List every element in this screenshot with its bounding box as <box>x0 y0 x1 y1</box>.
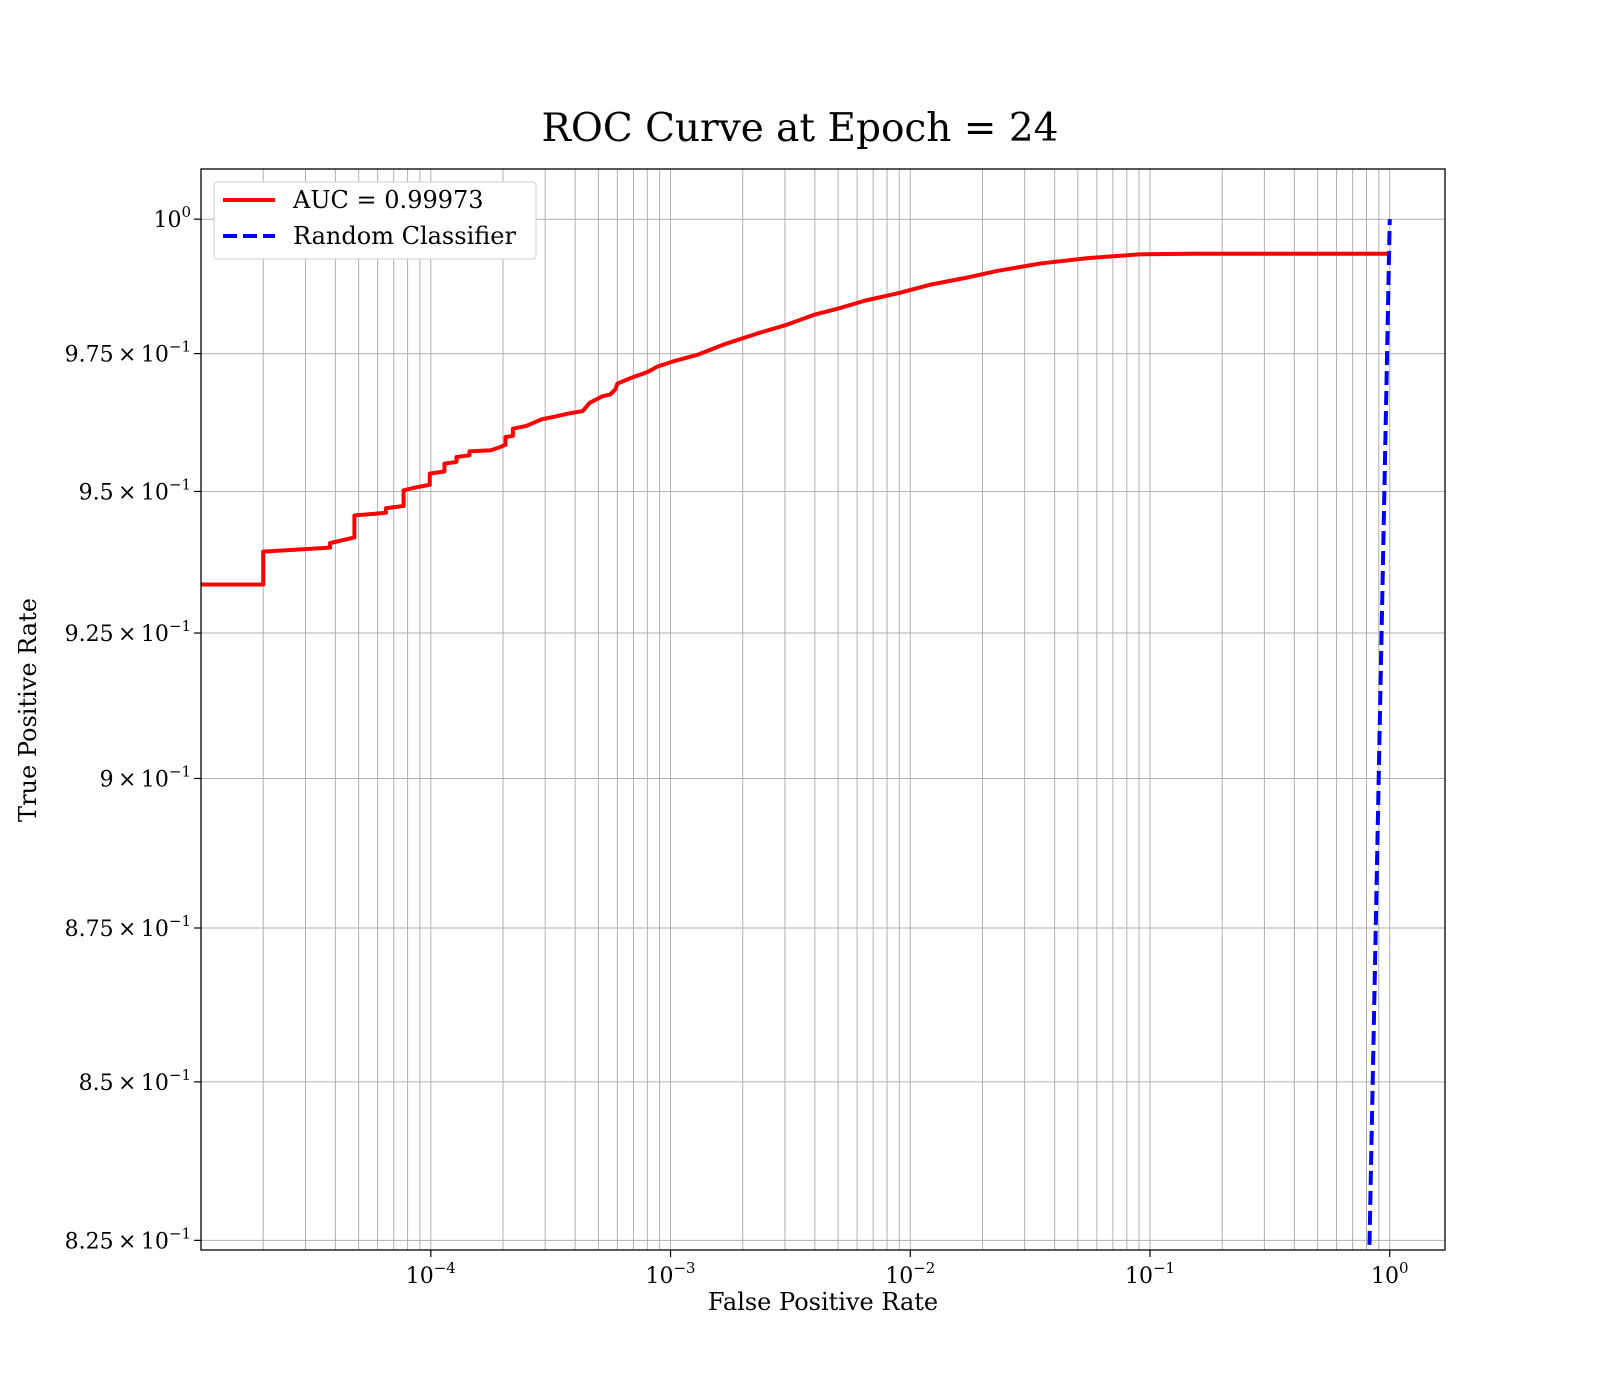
legend-label-random: Random Classifier <box>293 222 516 250</box>
x-axis-title: False Positive Rate <box>708 1288 938 1316</box>
y-tick-label: 8.5 × 10−1 <box>79 1066 191 1096</box>
legend: AUC = 0.99973 Random Classifier <box>213 181 537 260</box>
y-axis-title: True Positive Rate <box>14 598 42 822</box>
random-classifier-line <box>1367 219 1392 1250</box>
tick-layer: 10−4 10−3 10−2 10−1 100 100 9.75 × 10−1 9.5 × 1… <box>65 203 1409 1289</box>
x-tick-label: 100 <box>1371 1259 1409 1289</box>
chart-title: ROC Curve at Epoch = 24 <box>542 106 1059 151</box>
y-tick-label: 8.25 × 10−1 <box>65 1224 191 1254</box>
y-tick-label: 9.25 × 10−1 <box>65 617 191 647</box>
legend-box <box>213 181 537 260</box>
series-layer <box>201 219 1392 1250</box>
legend-label-auc: AUC = 0.99973 <box>292 186 484 214</box>
y-tick-label: 100 <box>153 203 191 233</box>
x-tick-label: 10−3 <box>645 1259 695 1289</box>
y-tick-label: 9.75 × 10−1 <box>65 338 191 368</box>
x-tick-label: 10−1 <box>1125 1259 1175 1289</box>
plot-area <box>200 168 1446 1251</box>
grid-layer <box>201 169 1445 1250</box>
x-tick-label: 10−2 <box>885 1259 935 1289</box>
x-tick-label: 10−4 <box>406 1259 456 1289</box>
y-tick-label: 9.5 × 10−1 <box>79 475 191 505</box>
y-tick-label: 9 × 10−1 <box>100 762 191 792</box>
y-tick-label: 8.75 × 10−1 <box>65 912 191 942</box>
roc-curve-line <box>201 251 1390 587</box>
